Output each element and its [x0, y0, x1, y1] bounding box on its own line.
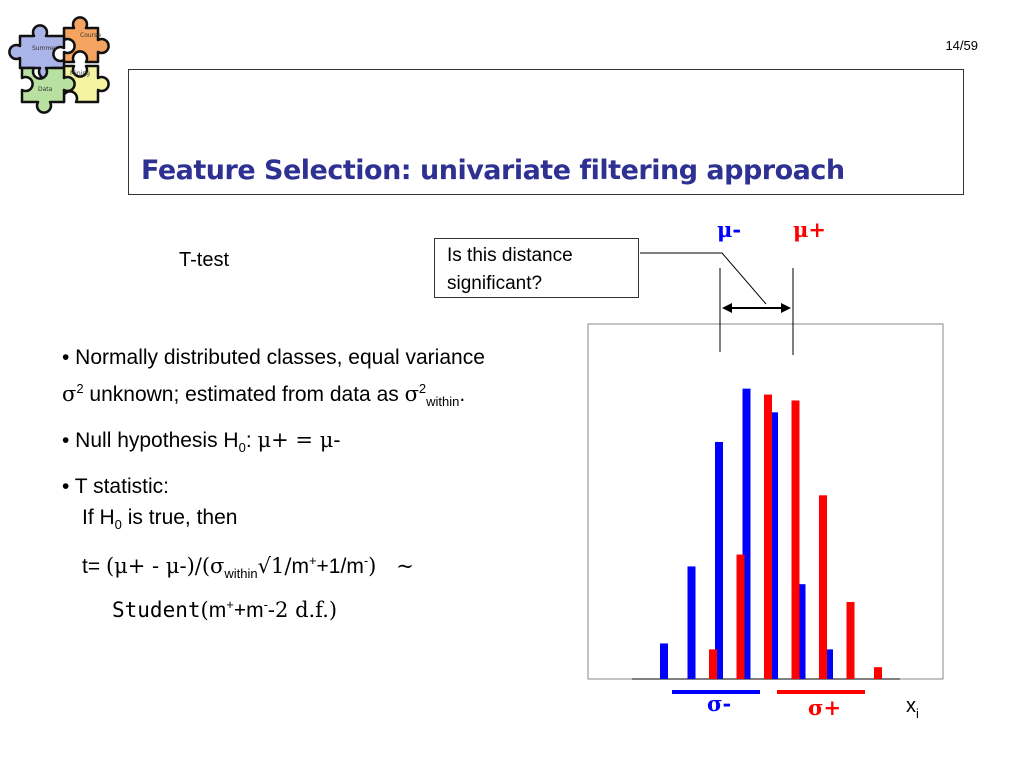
bullet-list: • Normally distributed classes, equal va… [62, 342, 502, 634]
red-bar-2 [764, 394, 772, 679]
mu-plus-label: μ+ [793, 217, 826, 242]
slide-title: Feature Selection: univariate filtering … [141, 155, 845, 186]
blue-bar-1 [687, 566, 696, 679]
red-bar-6 [874, 667, 882, 679]
red-bar-1 [736, 554, 745, 679]
bullet-assumptions: • Normally distributed classes, equal va… [62, 346, 485, 410]
sigma-minus-label: σ- [707, 691, 731, 716]
callout-connector [640, 252, 767, 305]
t-formula: t= (μ+ - μ-)/(σwithin√1/m++1/m-) ~ Stude… [82, 552, 414, 622]
blue-bar-4 [770, 412, 778, 679]
bar-group [660, 388, 882, 679]
puzzle-logo: Course Summer Mining Data [8, 16, 110, 114]
blue-bar-3 [742, 388, 751, 679]
arrow-head-left [722, 303, 732, 313]
question-callout: Is this distance significant? [434, 238, 639, 298]
ttest-label: T-test [179, 249, 230, 271]
logo-text-course: Course [80, 32, 101, 39]
red-bar-3 [791, 400, 800, 679]
logo-text-summer: Summer [32, 45, 58, 52]
puzzle-piece-course [62, 16, 110, 64]
bullet-t-statistic: • T statistic: If H0 is true, then [62, 475, 238, 533]
logo-text-mining: Mining [70, 70, 90, 77]
question-line-2: significant? [447, 273, 543, 294]
logo-text-data: Data [38, 86, 53, 93]
blue-bar-5 [797, 584, 806, 679]
blue-bar-6 [825, 649, 833, 679]
title-box: Feature Selection: univariate filtering … [128, 69, 964, 195]
red-bar-5 [846, 601, 855, 679]
sigma-plus-label: σ+ [808, 695, 841, 720]
x-axis-label: xi [906, 695, 919, 721]
bullet-null-hypothesis: • Null hypothesis H0: μ+ = μ- [62, 428, 341, 456]
red-bar-0 [709, 649, 717, 679]
page-number: 14/59 [945, 38, 978, 53]
red-bar-4 [819, 495, 827, 679]
arrow-head-right [781, 303, 791, 313]
mu-minus-label: μ- [717, 217, 741, 242]
blue-bar-2 [715, 441, 723, 679]
blue-bar-0 [660, 643, 668, 679]
puzzle-piece-data [20, 66, 76, 114]
question-line-1: Is this distance [447, 245, 573, 266]
